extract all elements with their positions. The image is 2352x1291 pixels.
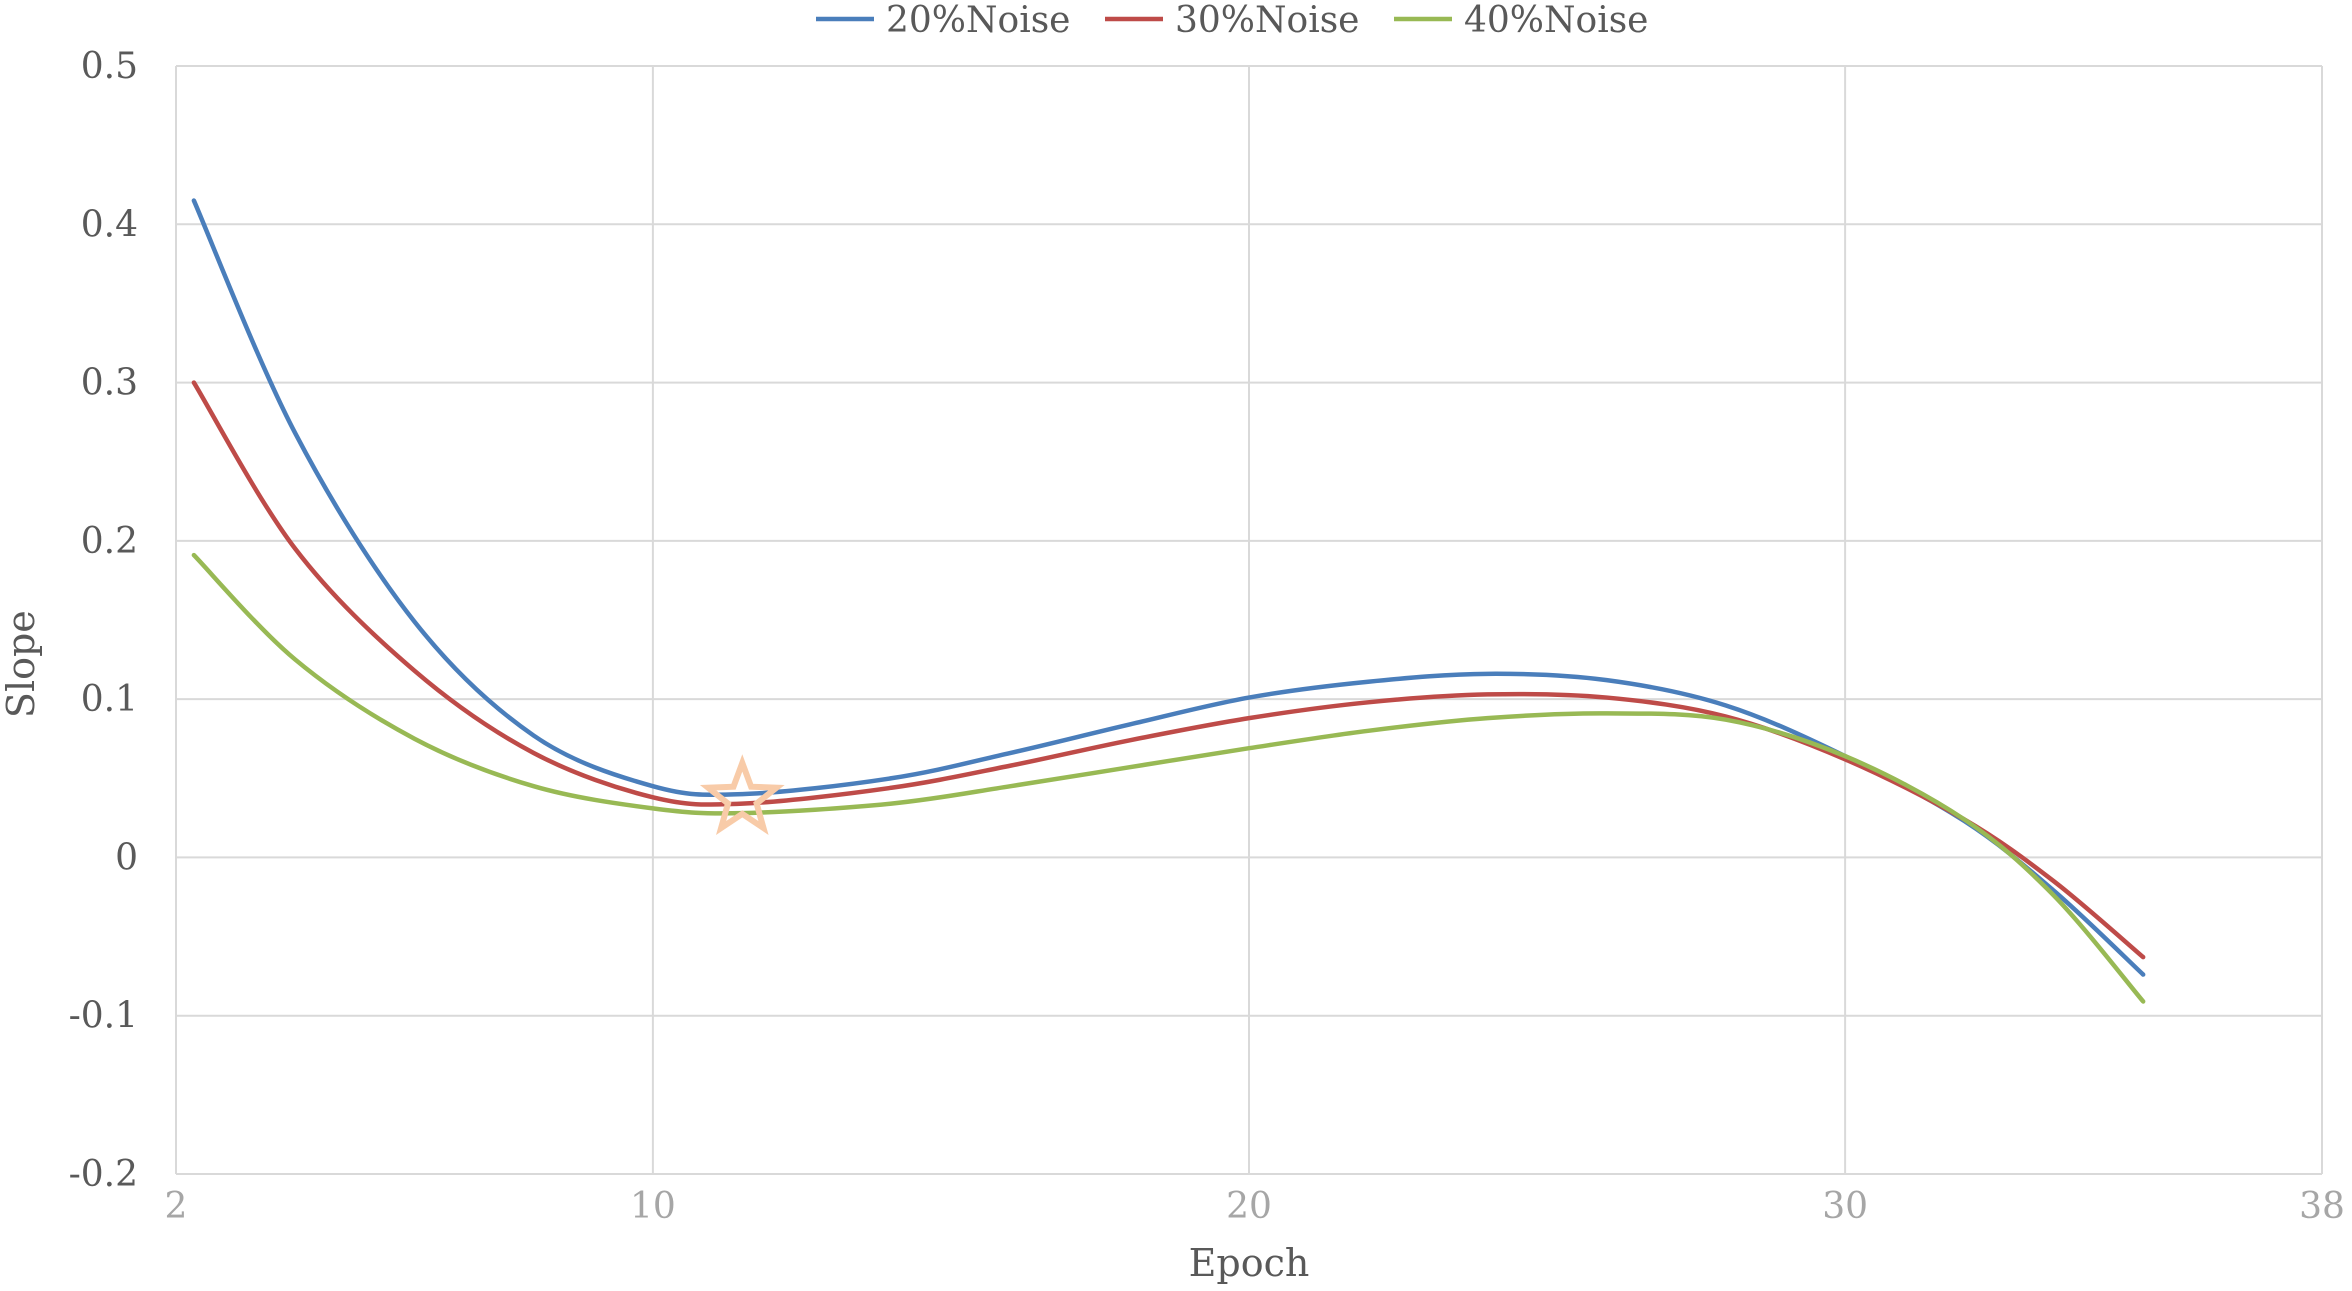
series-line-2	[191, 552, 2146, 1004]
series-line-1	[191, 380, 2146, 960]
x-axis-ticks: 2 10 20 30 38	[165, 1186, 2345, 1227]
grid-lines	[175, 65, 2323, 1175]
y-axis-ticks: -0.2 -0.1 0 0.1 0.2 0.3 0.4 0.5	[69, 46, 138, 1195]
y-tick-label: 0.5	[81, 46, 138, 87]
star-marker	[699, 754, 785, 835]
y-tick-label: -0.2	[69, 1154, 138, 1195]
legend: 20%Noise 30%Noise 40%Noise	[816, 0, 1648, 41]
x-tick-label: 30	[1822, 1186, 1868, 1227]
y-tick-label: 0.2	[81, 521, 138, 562]
x-axis-title: Epoch	[1189, 1241, 1310, 1285]
legend-label-2: 40%Noise	[1464, 0, 1648, 41]
legend-label-0: 20%Noise	[886, 0, 1070, 41]
legend-label-1: 30%Noise	[1175, 0, 1359, 41]
x-tick-label: 10	[630, 1186, 676, 1227]
y-tick-label: 0.1	[81, 679, 138, 720]
x-tick-label: 20	[1226, 1186, 1272, 1227]
series-lines	[191, 198, 2146, 1004]
annotations	[699, 754, 785, 835]
x-tick-label: 2	[165, 1186, 188, 1227]
y-axis-title: Slope	[0, 610, 43, 718]
series-line-0	[191, 198, 2146, 977]
y-tick-label: 0.3	[81, 363, 138, 404]
y-tick-label: -0.1	[69, 996, 138, 1037]
y-tick-label: 0.4	[81, 204, 138, 245]
x-tick-label: 38	[2299, 1186, 2345, 1227]
y-tick-label: 0	[115, 837, 138, 878]
